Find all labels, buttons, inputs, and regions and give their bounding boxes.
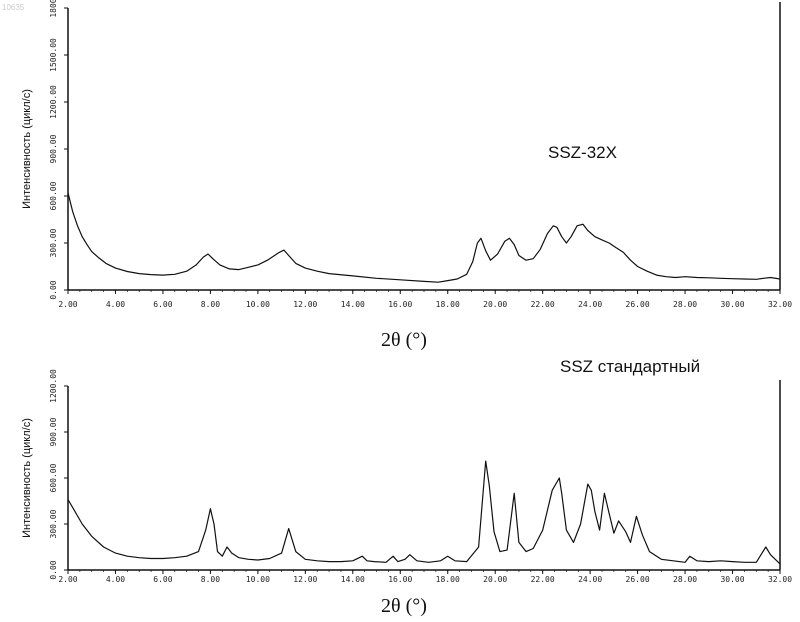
y-tick-label: 1200.00 <box>49 85 58 119</box>
series-line <box>68 461 780 564</box>
x-tick-label: 32.00 <box>768 300 792 309</box>
x-tick-label: 16.00 <box>388 300 412 309</box>
x-tick-label: 24.00 <box>578 300 602 309</box>
chart-bottom: 2.00 4.00 6.00 8.00 10.00 12.00 14.00 16.00 18.0… <box>21 357 792 617</box>
x-tick-label: 22.00 <box>531 575 555 584</box>
corner-id: 10635 <box>2 3 25 12</box>
chart-title: SSZ стандартный <box>560 357 700 376</box>
y-tick-label: 900.00 <box>49 417 58 446</box>
x-axis-label: 2θ (°) <box>381 595 427 617</box>
y-tick-label: 600.00 <box>49 181 58 210</box>
y-tick-label: 600.00 <box>49 463 58 492</box>
x-tick-label: 8.00 <box>201 300 220 309</box>
x-tick-label: 30.00 <box>720 300 744 309</box>
x-tick-label: 32.00 <box>768 575 792 584</box>
y-tick-label: 300.00 <box>49 509 58 538</box>
x-tick-label: 6.00 <box>153 575 172 584</box>
x-tick-label: 20.00 <box>483 300 507 309</box>
x-tick-label: 22.00 <box>531 300 555 309</box>
x-tick-label: 20.00 <box>483 575 507 584</box>
chart-title: SSZ-32X <box>548 143 617 162</box>
x-tick-label: 14.00 <box>341 300 365 309</box>
x-tick-label: 26.00 <box>626 575 650 584</box>
x-axis-label: 2θ (°) <box>381 329 427 351</box>
x-tick-label: 2.00 <box>58 575 77 584</box>
y-axis-label: Интенсивность (цикл/с) <box>21 89 33 209</box>
x-tick-label: 8.00 <box>201 575 220 584</box>
y-tick-label: 1800 <box>49 0 58 18</box>
y-tick-label: 0.00 <box>49 280 58 299</box>
x-tick-label: 12.00 <box>293 575 317 584</box>
x-tick-label: 18.00 <box>436 575 460 584</box>
y-axis-label: Интенсивность (цикл/с) <box>21 418 33 538</box>
y-tick-label: 900.00 <box>49 134 58 163</box>
x-tick-label: 24.00 <box>578 575 602 584</box>
x-tick-label: 16.00 <box>388 575 412 584</box>
x-tick-label: 18.00 <box>436 300 460 309</box>
x-tick-label: 4.00 <box>106 300 125 309</box>
x-tick-label: 6.00 <box>153 300 172 309</box>
x-tick-label: 12.00 <box>293 300 317 309</box>
x-tick-label: 28.00 <box>673 575 697 584</box>
x-tick-label: 26.00 <box>626 300 650 309</box>
series-line <box>68 193 780 282</box>
x-tick-label: 30.00 <box>720 575 744 584</box>
x-tick-label: 14.00 <box>341 575 365 584</box>
x-tick-label: 10.00 <box>246 300 270 309</box>
x-tick-label: 2.00 <box>58 300 77 309</box>
y-tick-label: 1200.00 <box>49 369 58 403</box>
x-tick-label: 28.00 <box>673 300 697 309</box>
chart-top: 2.00 4.00 6.00 8.00 10.00 12.00 14.00 16.00 18.0… <box>21 0 792 351</box>
y-tick-label: 300.00 <box>49 228 58 257</box>
x-tick-label: 4.00 <box>106 575 125 584</box>
x-tick-label: 10.00 <box>246 575 270 584</box>
y-tick-label: 1500.00 <box>49 38 58 72</box>
y-tick-label: 0.00 <box>49 560 58 579</box>
